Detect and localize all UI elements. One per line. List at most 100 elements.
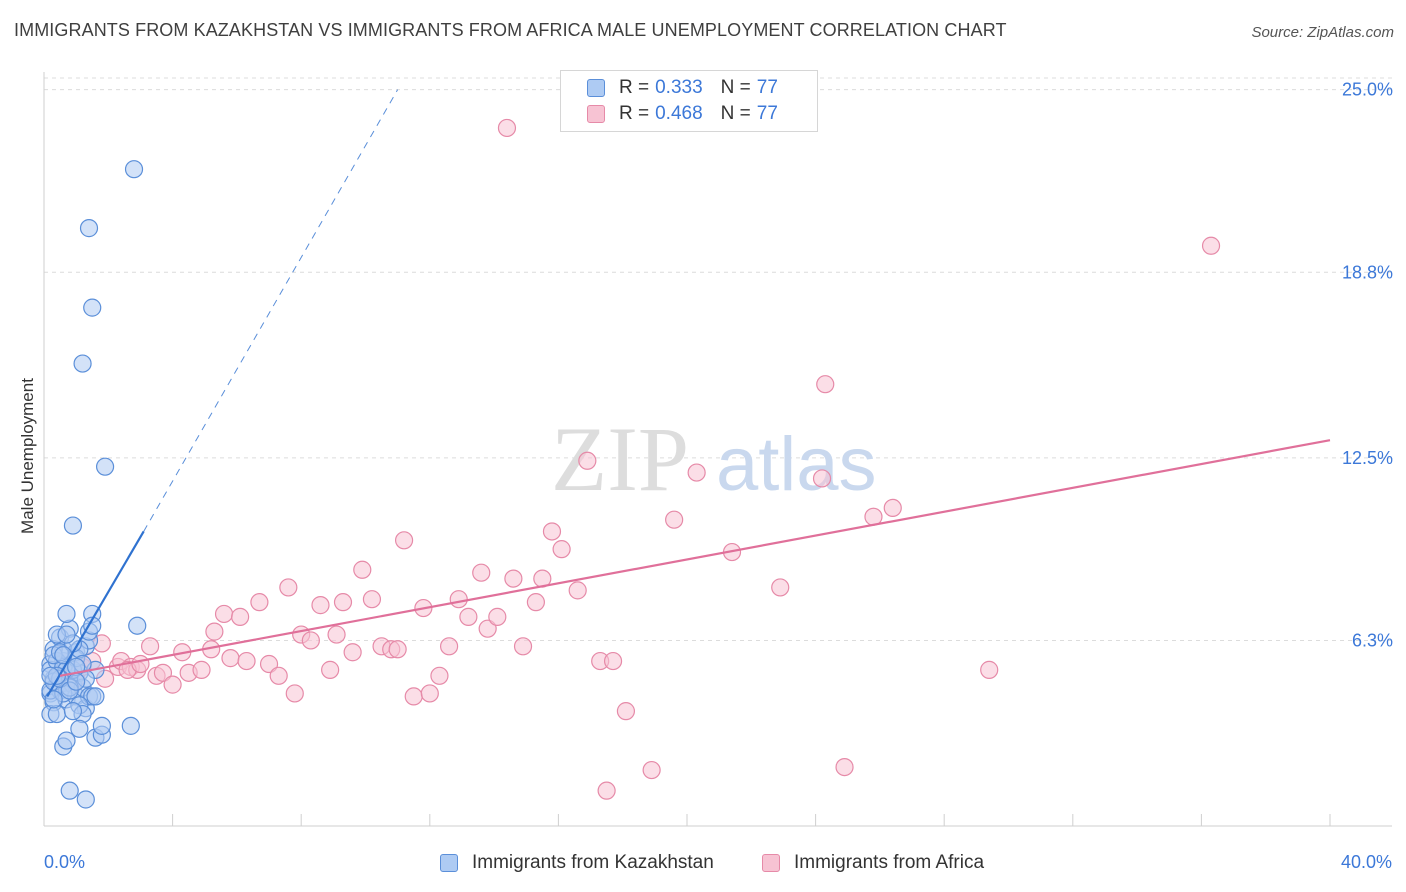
africa-point — [542, 522, 562, 541]
kazakhstan-point — [76, 790, 95, 809]
africa-point — [430, 666, 449, 685]
africa-point — [221, 649, 240, 668]
africa-point — [488, 607, 507, 626]
legend-swatch-pink — [762, 854, 780, 872]
watermark-zip: ZIP — [551, 408, 689, 510]
africa-point — [163, 675, 182, 694]
kazakhstan-point — [47, 704, 66, 724]
africa-point — [269, 666, 288, 685]
legend-r-label: R = — [619, 103, 650, 124]
africa-point — [497, 118, 517, 138]
kazakhstan-point — [63, 516, 83, 535]
y-tick-label: 25.0% — [1342, 80, 1393, 100]
africa-point — [140, 637, 160, 656]
africa-point — [513, 637, 533, 656]
legend-swatch-pink — [587, 105, 605, 123]
y-tick-label: 12.5% — [1342, 448, 1393, 468]
trendlines — [46, 89, 1331, 697]
legend-item-label: Immigrants from Africa — [794, 852, 985, 873]
legend-row-africa: R = 0.468 N = 77 — [587, 102, 778, 126]
kazakhstan-trendline-extension — [143, 89, 399, 532]
legend-r-value: 0.333 — [655, 77, 703, 98]
watermark: ZIP atlas — [551, 408, 877, 510]
legend-item-africa: Immigrants from Africa — [762, 852, 984, 874]
africa-point — [568, 581, 587, 600]
y-tick-label: 18.8% — [1342, 262, 1393, 282]
africa-point — [687, 463, 706, 482]
legend-item-kazakhstan: Immigrants from Kazakhstan — [440, 852, 714, 874]
series-legend: Immigrants from Kazakhstan Immigrants fr… — [0, 852, 1406, 878]
africa-point — [616, 702, 636, 721]
gridlines — [44, 77, 1392, 641]
kazakhstan-point — [86, 687, 105, 706]
africa-point — [420, 684, 439, 703]
africa-point — [362, 590, 382, 609]
africa-point — [131, 654, 150, 674]
kazakhstan-point — [128, 616, 147, 635]
kazakhstan-point — [95, 457, 115, 476]
africa-point — [526, 593, 545, 612]
africa-point — [459, 607, 478, 626]
kazakhstan-point — [63, 702, 83, 721]
legend-n-value: 77 — [756, 77, 778, 98]
africa-point — [771, 578, 790, 597]
watermark-atlas: atlas — [716, 422, 877, 507]
africa-point — [578, 451, 597, 470]
africa-point — [321, 660, 340, 679]
kazakhstan-point — [44, 690, 63, 709]
africa-point — [597, 781, 616, 800]
africa-point — [250, 593, 269, 612]
africa-point — [192, 660, 211, 679]
africa-point — [259, 654, 279, 674]
africa-point — [835, 757, 854, 777]
africa-point — [504, 569, 523, 588]
kazakhstan-trendline — [46, 530, 145, 697]
africa-point — [603, 651, 623, 671]
source-credit: Source: ZipAtlas.com — [1251, 24, 1394, 41]
kazakhstan-point — [57, 731, 76, 750]
africa-point — [343, 643, 362, 662]
africa-point — [279, 578, 298, 597]
kazakhstan-point — [83, 616, 102, 635]
legend-r-value: 0.468 — [655, 103, 703, 124]
africa-point — [311, 596, 330, 615]
africa-point — [153, 663, 173, 682]
legend-swatch-blue — [587, 79, 605, 97]
kazakhstan-point — [70, 719, 89, 738]
africa-point — [439, 637, 459, 656]
africa-point — [285, 684, 304, 703]
legend-swatch-blue — [440, 854, 458, 872]
legend-n-label: N = — [720, 103, 751, 124]
kazakhstan-point — [124, 160, 144, 179]
africa-point — [404, 687, 423, 706]
kazakhstan-point — [67, 672, 86, 691]
axes — [43, 72, 1392, 827]
africa-point — [327, 625, 346, 644]
kazakhstan-point — [57, 604, 76, 624]
africa-point — [665, 510, 684, 529]
x-tick-max: 40.0% — [1340, 852, 1392, 872]
legend-r-label: R = — [619, 77, 650, 98]
kazakhstan-point — [79, 219, 99, 238]
africa-point — [205, 622, 224, 641]
x-tick-min: 0.0% — [44, 852, 86, 872]
kazakhstan-point — [73, 354, 92, 373]
legend-item-label: Immigrants from Kazakhstan — [472, 852, 714, 873]
legend-n-label: N = — [720, 77, 751, 98]
africa-point — [478, 619, 497, 638]
africa-point — [231, 607, 250, 626]
africa-point — [642, 760, 661, 780]
africa-point — [301, 631, 320, 650]
y-tick-labels: 6.3% 12.5% 18.8% 25.0% — [1342, 80, 1393, 651]
africa-point — [816, 375, 835, 394]
africa-point — [1201, 236, 1221, 255]
chart-title: IMMIGRANTS FROM KAZAKHSTAN VS IMMIGRANTS… — [14, 20, 1007, 40]
data-points — [41, 118, 1221, 809]
kazakhstan-point — [121, 716, 140, 735]
africa-point — [214, 604, 234, 624]
africa-point — [883, 498, 902, 518]
legend-row-kazakhstan: R = 0.333 N = 77 — [587, 76, 778, 100]
africa-trendline — [59, 439, 1331, 677]
kazakhstan-point — [60, 781, 79, 800]
